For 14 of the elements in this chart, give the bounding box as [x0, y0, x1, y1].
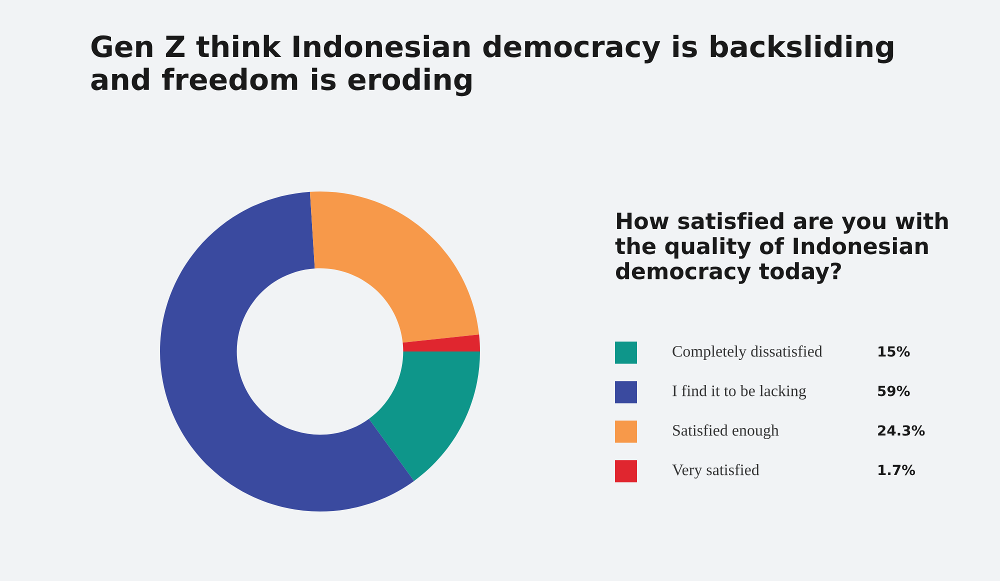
donut-slice — [310, 192, 480, 343]
legend-label: Satisfied enough — [673, 424, 779, 440]
data-label: 24.3% — [878, 425, 925, 436]
data-label: 59% — [878, 386, 910, 396]
data-label: 15% — [878, 346, 910, 357]
donut-slice — [402, 334, 480, 352]
legend-label: Very satisfied — [672, 464, 760, 479]
donut-slice — [160, 192, 414, 512]
legend-label: I find it to be lacking — [672, 384, 806, 400]
legend-label: Completely dissatisfied — [672, 345, 822, 360]
chart-title: Gen Z think Indonesian democracy is backsliding and freedom is eroding — [91, 34, 894, 96]
donut-slice — [368, 352, 480, 481]
legend-title: How satisfied are you with the quality of Indonesian democracy today? — [615, 212, 948, 284]
data-label: 1.7% — [878, 464, 916, 476]
